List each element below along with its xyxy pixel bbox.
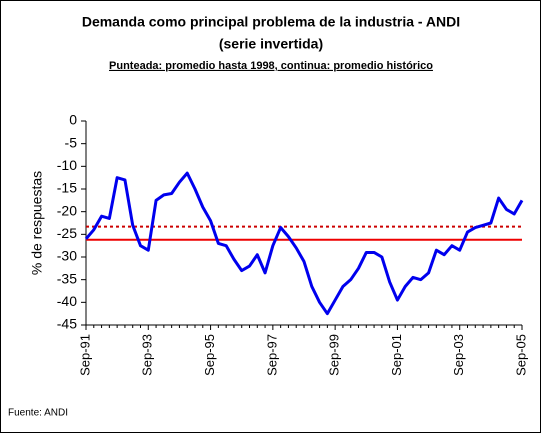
x-tick-label: Sep-93 <box>140 334 155 376</box>
y-tick-label: -45 <box>57 316 77 332</box>
chart-title: Demanda como principal problema de la in… <box>82 14 460 30</box>
source-note: Fuente: ANDI <box>8 408 68 419</box>
y-tick-label: -40 <box>57 293 77 309</box>
chart-subtitle: Punteada: promedio hasta 1998, continua:… <box>109 60 433 72</box>
x-tick-label: Sep-95 <box>202 334 217 376</box>
y-tick-label: -5 <box>65 134 78 150</box>
x-tick-label: Sep-01 <box>389 334 404 376</box>
x-tick-label: Sep-99 <box>327 334 342 376</box>
x-tick-label: Sep-97 <box>264 334 279 376</box>
y-tick-label: -10 <box>57 157 77 173</box>
y-tick-label: -30 <box>57 248 77 264</box>
y-tick-label: -15 <box>57 180 77 196</box>
x-tick-label: Sep-05 <box>513 334 528 376</box>
y-tick-label: -35 <box>57 270 77 286</box>
y-tick-label: -25 <box>57 225 77 241</box>
data-line <box>84 171 524 316</box>
x-tick-label: Sep-03 <box>451 334 466 376</box>
y-axis-label: % de respuestas <box>29 171 45 275</box>
chart-title-line2: (serie invertida) <box>219 36 323 52</box>
x-tick-label: Sep-91 <box>77 334 92 376</box>
y-tick-label: 0 <box>69 112 77 128</box>
y-tick-label: -20 <box>57 202 77 218</box>
